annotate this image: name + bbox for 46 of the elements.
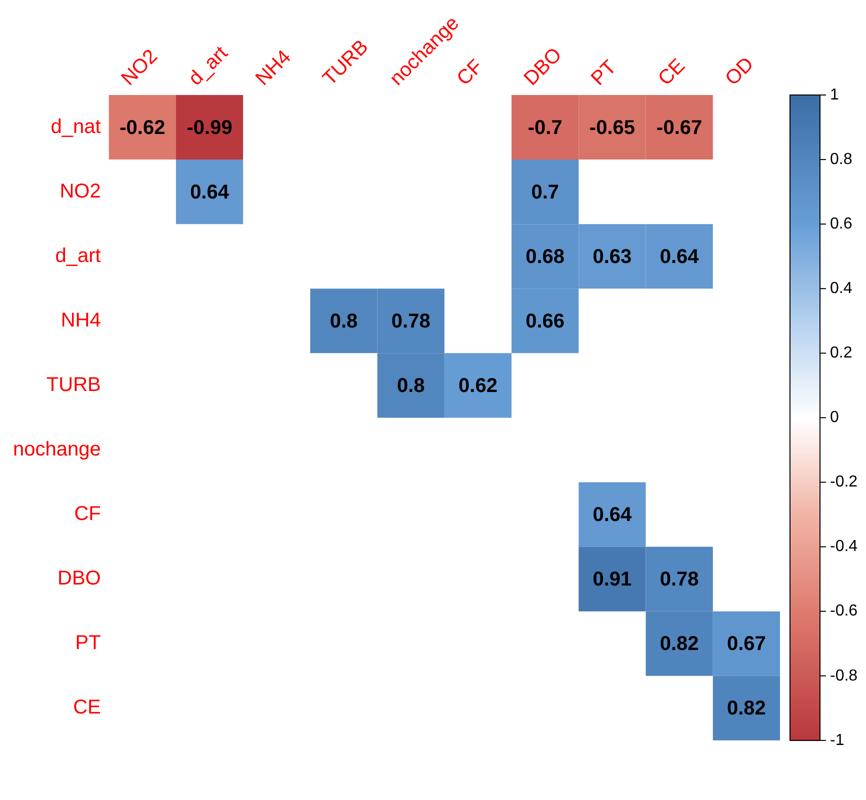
y-tick-label: NO2 [60, 180, 101, 202]
data-label: 0.66 [526, 310, 565, 332]
data-label: 0.82 [660, 633, 699, 656]
color-bar-label: 0.4 [830, 280, 852, 298]
data-label: 0.8 [330, 310, 358, 332]
data-label: -0.7 [528, 116, 562, 139]
y-tick-label: nochange [12, 438, 101, 460]
y-tick-label: CF [74, 503, 101, 526]
x-tick-label: PT [587, 56, 621, 90]
x-tick-label: OD [721, 53, 758, 90]
color-bar-label: 0 [830, 409, 839, 426]
color-bar-label: -0.8 [830, 667, 858, 684]
color-bar-label: -0.6 [830, 602, 858, 620]
y-tick-label: CE [73, 696, 101, 719]
data-label: 0.7 [531, 181, 560, 204]
color-bar-label: -0.4 [830, 538, 858, 556]
data-label: 0.63 [592, 246, 632, 268]
data-label: -0.99 [186, 116, 232, 139]
data-label: 0.68 [526, 246, 565, 268]
y-tick-label: d_art [55, 244, 102, 267]
color-bar-label: 0.6 [830, 215, 852, 232]
x-tick-label: CE [654, 54, 690, 90]
y-tick-label: DBO [58, 568, 101, 590]
y-tick-label: d_nat [50, 116, 102, 138]
data-label: 0.78 [391, 310, 430, 332]
color-bar-label: 0.8 [830, 150, 852, 168]
color-bar-label: 0.2 [830, 344, 852, 362]
y-tick-label: TURB [46, 374, 101, 396]
y-tick-label: PT [75, 632, 101, 654]
data-label: 0.64 [660, 246, 700, 268]
data-label: -0.62 [120, 116, 166, 139]
color-bar-label: -1 [830, 732, 844, 749]
data-label: 0.64 [190, 181, 230, 204]
data-label: 0.78 [660, 568, 699, 591]
color-bar-label: 1 [830, 86, 839, 104]
data-label: -0.65 [589, 116, 636, 139]
data-label: 0.67 [726, 633, 766, 656]
data-label: -0.67 [656, 116, 702, 139]
y-tick-label: NH4 [60, 309, 101, 332]
x-tick-label: CF [452, 56, 488, 90]
data-label: 0.8 [396, 374, 425, 397]
data-label: 0.64 [592, 504, 633, 526]
data-label: 0.62 [458, 374, 498, 397]
color-bar-label: -0.2 [830, 474, 858, 491]
data-label: 0.82 [726, 698, 766, 720]
data-label: 0.91 [592, 568, 632, 591]
